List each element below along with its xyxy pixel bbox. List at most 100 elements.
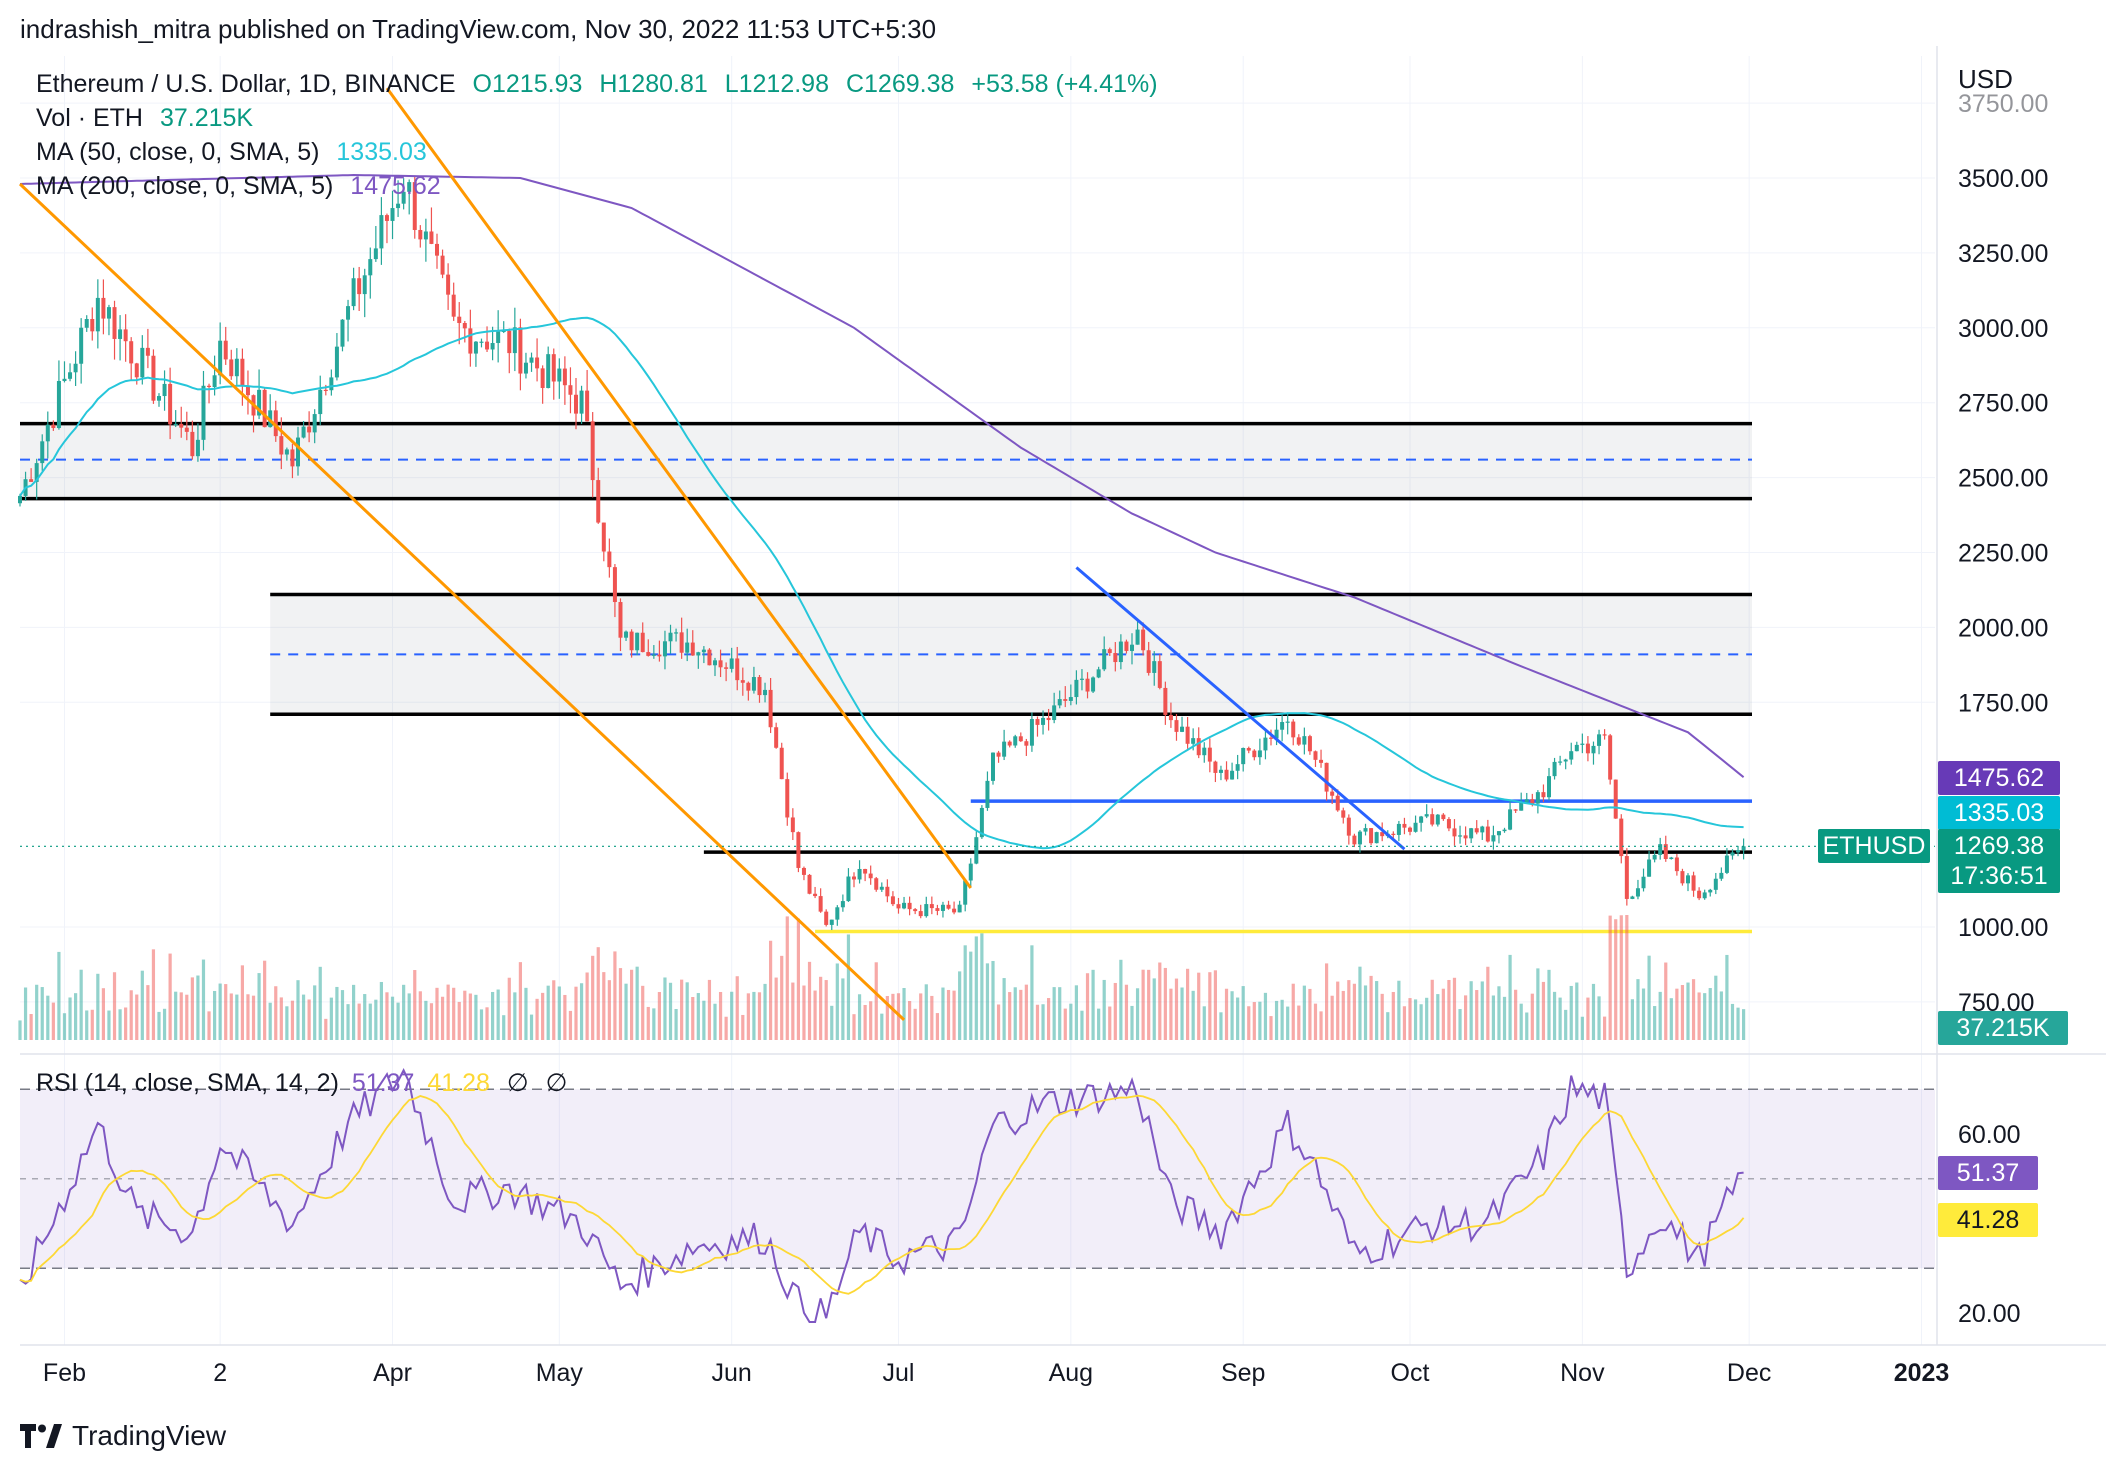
candle-body bbox=[1285, 721, 1290, 723]
candle-body bbox=[801, 867, 806, 875]
volume-bar bbox=[1380, 993, 1384, 1040]
ma50-label[interactable]: MA (50, close, 0, SMA, 5) bbox=[36, 138, 320, 166]
candle-body bbox=[929, 904, 934, 909]
volume-bar bbox=[641, 985, 645, 1040]
candle-body bbox=[284, 449, 289, 455]
volume-bar bbox=[1152, 978, 1156, 1040]
candle-body bbox=[1524, 799, 1529, 803]
volume-bar bbox=[1135, 988, 1140, 1040]
ma200-label[interactable]: MA (200, close, 0, SMA, 5) bbox=[36, 172, 334, 200]
candle-body bbox=[218, 340, 223, 376]
candle-body bbox=[51, 424, 56, 429]
candle-body bbox=[935, 908, 940, 911]
candle-body bbox=[384, 215, 389, 221]
volume-bar bbox=[963, 945, 967, 1040]
candle-body bbox=[279, 436, 284, 455]
candle-body bbox=[707, 649, 712, 666]
candle-body bbox=[640, 632, 645, 653]
candle-body bbox=[957, 904, 962, 913]
rsi-label[interactable]: RSI (14, close, SMA, 14, 2) bbox=[36, 1069, 339, 1097]
candle-body bbox=[490, 343, 495, 350]
candle-body bbox=[412, 182, 417, 230]
volume-bar bbox=[646, 1006, 650, 1040]
volume-bar bbox=[885, 996, 889, 1040]
volume-bar bbox=[863, 1004, 867, 1040]
volume-bar bbox=[1141, 969, 1145, 1040]
candle-body bbox=[1391, 833, 1396, 835]
candle-body bbox=[1574, 744, 1579, 752]
volume-bar bbox=[463, 990, 467, 1040]
volume-bar bbox=[1074, 985, 1078, 1040]
volume-bar bbox=[958, 971, 962, 1040]
candle-body bbox=[1352, 835, 1357, 845]
rsi-axis-label: 60.00 bbox=[1958, 1121, 2021, 1149]
open-value: O1215.93 bbox=[472, 70, 583, 98]
candle-body bbox=[746, 682, 751, 691]
candle-body bbox=[685, 642, 690, 653]
candle-body bbox=[457, 316, 462, 324]
volume-bar bbox=[140, 970, 144, 1040]
volume-bar bbox=[329, 997, 333, 1040]
volume-bar bbox=[363, 994, 367, 1040]
volume-bar bbox=[157, 1011, 161, 1040]
candle-body bbox=[668, 632, 673, 642]
volume-bar bbox=[552, 980, 556, 1040]
volume-bar bbox=[996, 1004, 1001, 1040]
volume-bar bbox=[1564, 1009, 1568, 1040]
volume-bar bbox=[1703, 993, 1707, 1040]
volume-label[interactable]: Vol · ETH bbox=[36, 104, 143, 132]
candle-body bbox=[1357, 831, 1362, 845]
candle-body bbox=[1691, 875, 1696, 891]
volume-bar bbox=[613, 951, 617, 1040]
volume-bar bbox=[1408, 998, 1412, 1040]
volume-bar bbox=[1397, 980, 1401, 1040]
volume-bar bbox=[1063, 1008, 1067, 1040]
candle-body bbox=[690, 642, 695, 656]
volume-bar bbox=[1552, 991, 1557, 1040]
volume-bar bbox=[1436, 994, 1440, 1040]
volume-bar bbox=[1491, 995, 1495, 1040]
volume-bar bbox=[1169, 988, 1173, 1040]
candle-body bbox=[696, 652, 701, 656]
volume-bar bbox=[602, 972, 606, 1040]
volume-bar bbox=[1630, 999, 1634, 1040]
volume-bar bbox=[1313, 1003, 1318, 1040]
volume-bar bbox=[869, 1001, 873, 1040]
volume-bar bbox=[1069, 1003, 1073, 1040]
volume-bar bbox=[1519, 1003, 1523, 1040]
y-axis-label: 3500.00 bbox=[1958, 165, 2048, 193]
candle-body bbox=[523, 362, 528, 374]
candle-body bbox=[507, 330, 512, 354]
volume-bar bbox=[1597, 996, 1601, 1040]
candle-body bbox=[1474, 828, 1479, 833]
symbol-price-tag: ETHUSD bbox=[1818, 829, 1930, 863]
candle-body bbox=[1346, 817, 1351, 836]
tradingview-footer[interactable]: TradingView bbox=[20, 1420, 226, 1452]
candle-body bbox=[1207, 747, 1212, 762]
candle-body bbox=[1018, 736, 1023, 742]
volume-bar bbox=[1603, 1016, 1607, 1040]
candle-body bbox=[1736, 850, 1741, 853]
volume-bar bbox=[618, 968, 623, 1040]
volume-bar bbox=[846, 934, 851, 1040]
volume-bar bbox=[630, 969, 634, 1040]
candle-body bbox=[512, 327, 517, 354]
volume-bar bbox=[824, 980, 828, 1040]
candle-body bbox=[1413, 822, 1418, 832]
volume-bar bbox=[1419, 1004, 1423, 1040]
candle-body bbox=[1419, 816, 1424, 823]
volume-bar bbox=[774, 977, 778, 1040]
volume-bar bbox=[1013, 987, 1017, 1040]
volume-bar bbox=[557, 986, 561, 1040]
symbol-label[interactable]: Ethereum / U.S. Dollar, 1D, BINANCE bbox=[36, 70, 456, 98]
candle-body bbox=[1686, 875, 1690, 884]
volume-bar bbox=[1714, 975, 1718, 1040]
candle-body bbox=[56, 380, 61, 429]
volume-bar bbox=[491, 991, 495, 1040]
candle-body bbox=[1519, 802, 1524, 811]
volume-bar bbox=[1591, 983, 1596, 1040]
volume-bar bbox=[35, 984, 39, 1040]
candle-body bbox=[1007, 741, 1012, 746]
candle-body bbox=[1491, 835, 1496, 842]
